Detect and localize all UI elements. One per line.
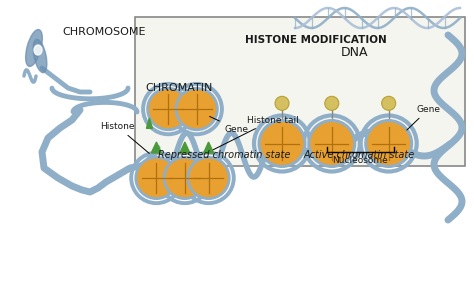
Circle shape — [309, 121, 355, 166]
Text: CHROMOSOME: CHROMOSOME — [62, 27, 146, 37]
Ellipse shape — [33, 39, 47, 73]
Polygon shape — [180, 142, 190, 153]
Text: Repressed chromatin state: Repressed chromatin state — [158, 150, 290, 160]
FancyBboxPatch shape — [135, 17, 465, 166]
Polygon shape — [146, 118, 153, 128]
Ellipse shape — [26, 30, 42, 67]
Ellipse shape — [34, 45, 42, 55]
Text: Gene: Gene — [210, 117, 249, 133]
Text: Histone tail: Histone tail — [213, 116, 298, 150]
Polygon shape — [151, 142, 162, 153]
Circle shape — [164, 157, 206, 199]
Polygon shape — [203, 142, 214, 153]
Circle shape — [275, 96, 289, 110]
Circle shape — [325, 96, 339, 110]
Text: Gene: Gene — [407, 104, 441, 130]
Text: Active chromatin state: Active chromatin state — [303, 150, 415, 160]
Circle shape — [366, 121, 411, 166]
Circle shape — [188, 157, 229, 199]
Text: Nucleosome: Nucleosome — [332, 156, 388, 166]
Circle shape — [382, 96, 396, 110]
Circle shape — [176, 88, 218, 130]
Text: Histone: Histone — [100, 122, 149, 154]
Circle shape — [136, 157, 177, 199]
Circle shape — [259, 121, 305, 166]
Circle shape — [147, 88, 189, 130]
Text: DNA: DNA — [341, 46, 369, 59]
Text: HISTONE MODIFICATION: HISTONE MODIFICATION — [246, 35, 387, 45]
Text: CHROMATIN: CHROMATIN — [145, 83, 212, 93]
